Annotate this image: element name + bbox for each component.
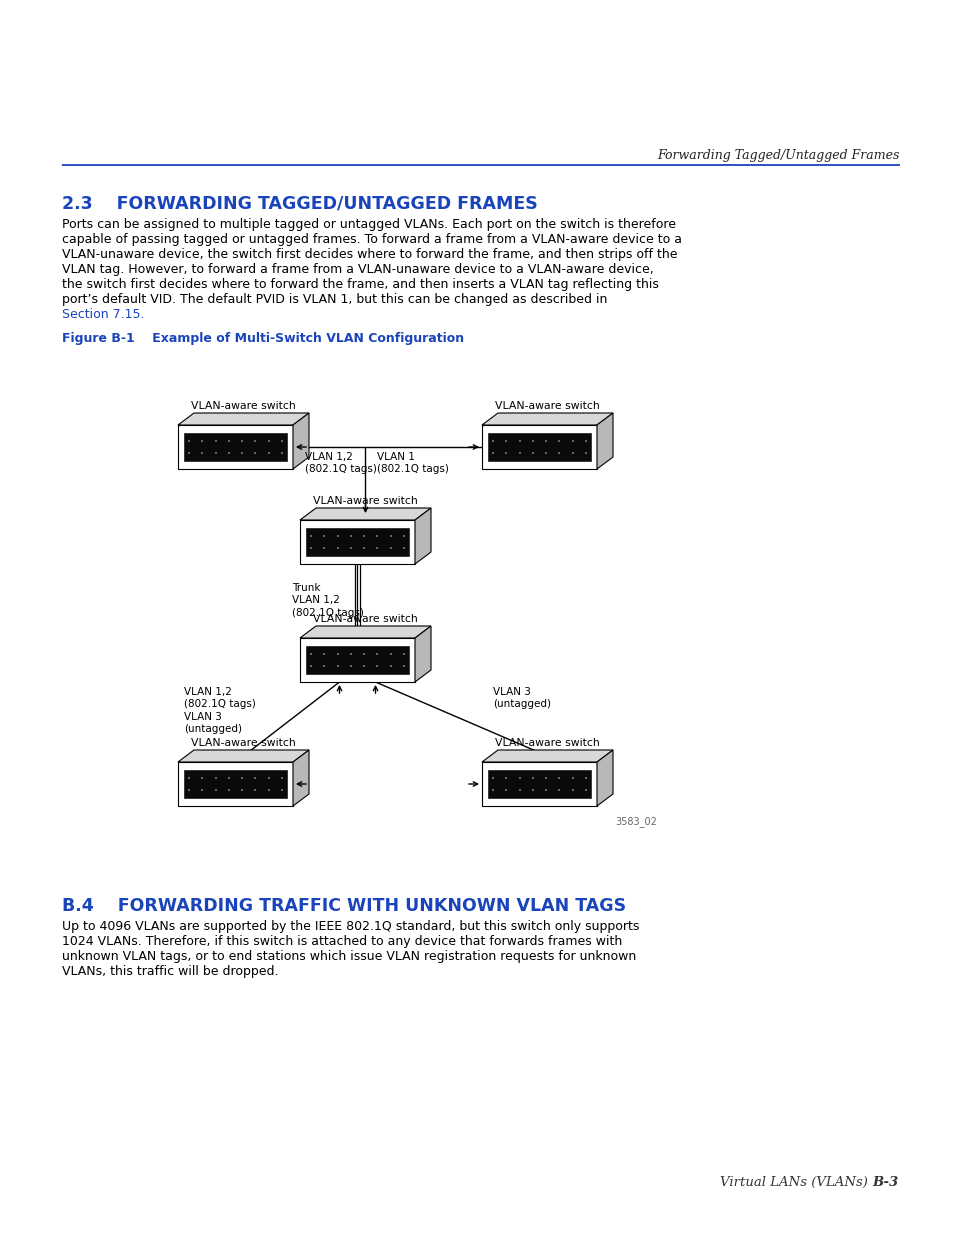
Polygon shape xyxy=(597,412,613,469)
Text: Ports can be assigned to multiple tagged or untagged VLANs. Each port on the swi: Ports can be assigned to multiple tagged… xyxy=(62,219,676,231)
Polygon shape xyxy=(488,769,590,798)
Text: VLAN-unaware device, the switch first decides where to forward the frame, and th: VLAN-unaware device, the switch first de… xyxy=(62,248,677,261)
Polygon shape xyxy=(306,646,409,674)
Polygon shape xyxy=(184,769,287,798)
Polygon shape xyxy=(178,750,309,762)
Text: B.4    FORWARDING TRAFFIC WITH UNKNOWN VLAN TAGS: B.4 FORWARDING TRAFFIC WITH UNKNOWN VLAN… xyxy=(62,897,625,915)
Text: VLAN-aware switch: VLAN-aware switch xyxy=(495,401,599,411)
Text: VLAN tag. However, to forward a frame from a VLAN-unaware device to a VLAN-aware: VLAN tag. However, to forward a frame fr… xyxy=(62,263,653,275)
Text: 3583_02: 3583_02 xyxy=(615,816,657,827)
Polygon shape xyxy=(481,412,613,425)
Text: port’s default VID. The default PVID is VLAN 1, but this can be changed as descr: port’s default VID. The default PVID is … xyxy=(62,293,607,306)
Text: VLAN 1,2
(802.1Q tags): VLAN 1,2 (802.1Q tags) xyxy=(305,452,377,474)
Text: Virtual LANs (VLANs): Virtual LANs (VLANs) xyxy=(720,1176,884,1188)
Text: Forwarding Tagged/Untagged Frames: Forwarding Tagged/Untagged Frames xyxy=(657,148,899,162)
Text: Figure B-1    Example of Multi-Switch VLAN Configuration: Figure B-1 Example of Multi-Switch VLAN … xyxy=(62,332,464,345)
Polygon shape xyxy=(178,412,309,425)
Text: VLAN-aware switch: VLAN-aware switch xyxy=(191,401,295,411)
Polygon shape xyxy=(481,425,597,469)
Polygon shape xyxy=(415,508,431,564)
Polygon shape xyxy=(481,750,613,762)
Text: capable of passing tagged or untagged frames. To forward a frame from a VLAN-awa: capable of passing tagged or untagged fr… xyxy=(62,233,681,246)
Polygon shape xyxy=(415,626,431,682)
Text: VLAN-aware switch: VLAN-aware switch xyxy=(191,739,295,748)
Polygon shape xyxy=(299,508,431,520)
Polygon shape xyxy=(299,520,415,564)
Text: VLAN-aware switch: VLAN-aware switch xyxy=(495,739,599,748)
Text: VLAN 1
(802.1Q tags): VLAN 1 (802.1Q tags) xyxy=(377,452,449,474)
Text: VLAN 3
(untagged): VLAN 3 (untagged) xyxy=(493,687,551,709)
Polygon shape xyxy=(293,750,309,806)
Text: B-3: B-3 xyxy=(871,1176,898,1188)
Polygon shape xyxy=(306,529,409,556)
Text: 1024 VLANs. Therefore, if this switch is attached to any device that forwards fr: 1024 VLANs. Therefore, if this switch is… xyxy=(62,935,621,948)
Text: the switch first decides where to forward the frame, and then inserts a VLAN tag: the switch first decides where to forwar… xyxy=(62,278,659,291)
Polygon shape xyxy=(481,762,597,806)
Polygon shape xyxy=(597,750,613,806)
Text: Trunk
VLAN 1,2
(802.1Q tags): Trunk VLAN 1,2 (802.1Q tags) xyxy=(293,583,364,618)
Text: 2.3    FORWARDING TAGGED/UNTAGGED FRAMES: 2.3 FORWARDING TAGGED/UNTAGGED FRAMES xyxy=(62,195,537,212)
Text: unknown VLAN tags, or to end stations which issue VLAN registration requests for: unknown VLAN tags, or to end stations wh… xyxy=(62,950,636,963)
Text: VLAN-aware switch: VLAN-aware switch xyxy=(313,496,417,506)
Polygon shape xyxy=(178,762,293,806)
Text: VLAN 1,2
(802.1Q tags)
VLAN 3
(untagged): VLAN 1,2 (802.1Q tags) VLAN 3 (untagged) xyxy=(184,687,255,734)
Text: Up to 4096 VLANs are supported by the IEEE 802.1Q standard, but this switch only: Up to 4096 VLANs are supported by the IE… xyxy=(62,920,639,932)
Text: VLAN-aware switch: VLAN-aware switch xyxy=(313,614,417,624)
Polygon shape xyxy=(299,626,431,638)
Polygon shape xyxy=(299,638,415,682)
Polygon shape xyxy=(178,425,293,469)
Text: Section 7.15.: Section 7.15. xyxy=(62,308,144,321)
Text: VLANs, this traffic will be dropped.: VLANs, this traffic will be dropped. xyxy=(62,965,278,978)
Polygon shape xyxy=(488,433,590,461)
Polygon shape xyxy=(293,412,309,469)
Polygon shape xyxy=(184,433,287,461)
